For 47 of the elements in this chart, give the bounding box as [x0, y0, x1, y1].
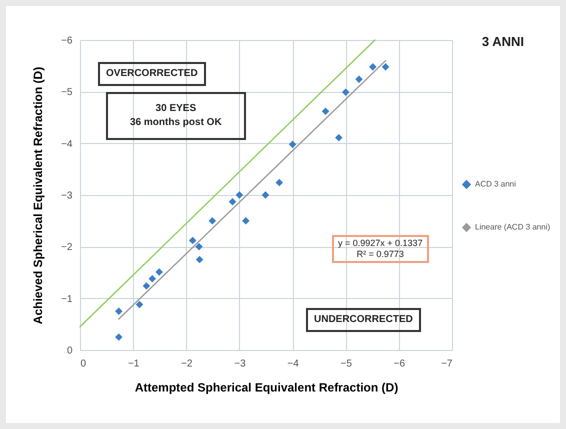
legend-label: ACD 3 anni [475, 180, 516, 188]
point [382, 63, 390, 71]
x-tick-label: −1 [128, 358, 140, 370]
y-tick-label: −1 [61, 294, 73, 305]
y-tick-label: −6 [61, 36, 73, 46]
point [335, 134, 343, 142]
y-tick-label: −4 [61, 138, 73, 150]
legend-label: Lineare (ACD 3 anni) [475, 222, 550, 232]
x-tick-label: −3 [234, 358, 246, 370]
point [188, 236, 196, 244]
annotation: y = 0.9927x + 0.1337 [338, 238, 423, 249]
y-tick-label: −2 [61, 242, 73, 254]
annotation: 36 months post OK [130, 116, 222, 130]
point [115, 308, 122, 315]
point [142, 282, 150, 290]
point [369, 63, 377, 71]
annotation: UNDERCORRECTED [314, 313, 413, 327]
point [276, 178, 283, 186]
y-tick-label: −3 [61, 190, 73, 202]
point [208, 217, 216, 225]
point [342, 88, 350, 96]
point [288, 140, 296, 148]
annotation: 30 EYES [154, 102, 198, 116]
y-tick-label: −5 [61, 87, 73, 98]
point [196, 256, 204, 264]
text: 3 ANNI [482, 34, 524, 49]
point [195, 242, 203, 250]
x-tick-label: −7 [441, 358, 453, 370]
point [155, 268, 163, 276]
point [115, 333, 122, 341]
x-tick-label: −5 [340, 358, 352, 370]
point [136, 300, 144, 308]
annotation: R² = 0.9773 [356, 249, 405, 260]
x-tick-label: −4 [287, 358, 300, 370]
annotation: OVERCORRECTED [106, 67, 198, 81]
y-tick-label: 0 [66, 346, 73, 356]
point [228, 198, 236, 206]
x-tick-label: −2 [181, 358, 193, 370]
point [242, 217, 250, 225]
y-axis-title: Achieved Spherical Equivalent Refraction (D) [31, 66, 46, 324]
x-axis-title: Attempted Spherical Equivalent Refraction (D) [134, 380, 398, 394]
x-tick-label: 0 [80, 358, 86, 370]
x-tick-label: −6 [394, 358, 406, 370]
point [322, 108, 330, 116]
point [236, 191, 244, 199]
point [148, 274, 156, 282]
point [262, 191, 270, 199]
